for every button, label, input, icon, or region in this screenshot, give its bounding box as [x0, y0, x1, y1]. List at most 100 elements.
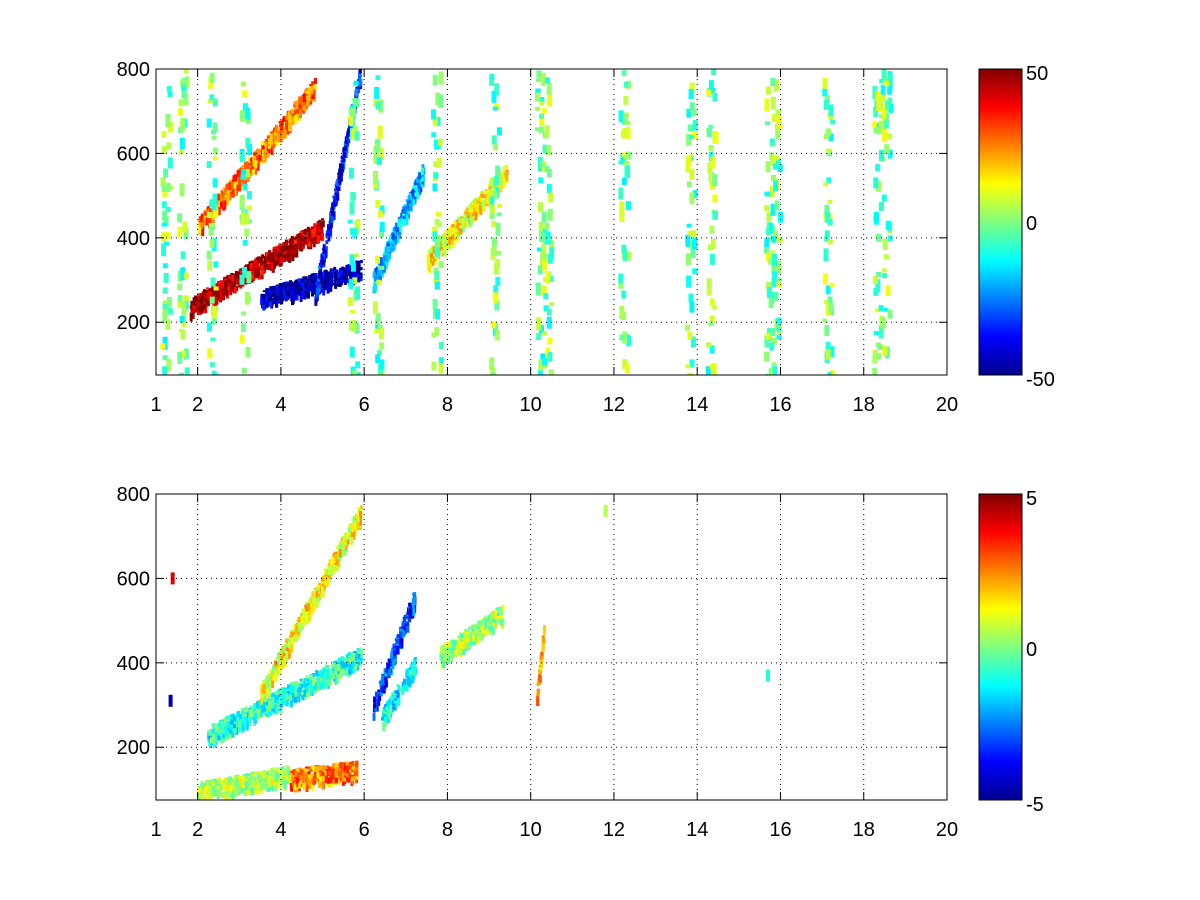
heatmap-cell — [325, 232, 329, 236]
heatmap-cell — [334, 668, 338, 676]
heatmap-cell — [473, 198, 477, 204]
heatmap-cell — [429, 250, 433, 254]
heatmap-cell — [294, 287, 298, 295]
heatmap-cell — [222, 292, 226, 301]
heatmap-cell — [458, 219, 462, 224]
heatmap-cell — [183, 295, 189, 302]
heatmap-cell — [689, 168, 695, 180]
heatmap-cell — [822, 78, 828, 89]
heatmap-cell — [252, 156, 256, 163]
heatmap-cell — [283, 252, 287, 259]
heatmap-cell — [225, 716, 229, 720]
heatmap-cell — [216, 195, 220, 203]
heatmap-cell — [387, 241, 391, 246]
heatmap-cell — [316, 671, 320, 677]
heatmap-cell — [378, 680, 382, 684]
heatmap-cell — [331, 671, 334, 677]
heatmap-cell — [279, 703, 283, 708]
heatmap-cell — [259, 260, 263, 265]
heatmap-cell — [243, 712, 247, 722]
heatmap-cell — [395, 639, 399, 646]
heatmap-cell — [214, 287, 218, 295]
heatmap-cell — [183, 348, 189, 360]
heatmap-cell — [407, 211, 411, 215]
heatmap-cell — [224, 721, 228, 729]
heatmap-cell — [775, 158, 781, 168]
heatmap-cell — [374, 86, 380, 99]
heatmap-cell — [299, 234, 303, 243]
heatmap-cell — [225, 193, 229, 196]
heatmap-cell — [334, 270, 338, 274]
heatmap-cell — [246, 271, 252, 284]
heatmap-cell — [451, 224, 455, 227]
heatmap-cell — [292, 693, 296, 703]
heatmap-cell — [264, 142, 268, 148]
heatmap-cell — [348, 270, 352, 276]
heatmap-cell — [622, 359, 628, 370]
heatmap-cell — [882, 345, 888, 356]
heatmap-cell — [226, 183, 230, 190]
heatmap-cell — [269, 142, 273, 147]
heatmap-cell — [162, 287, 168, 294]
heatmap-cell — [275, 657, 279, 661]
heatmap-cell — [626, 201, 631, 211]
heatmap-cell — [709, 298, 715, 306]
heatmap-cell — [501, 182, 505, 188]
heatmap-cell — [267, 710, 271, 718]
heatmap-cell — [372, 712, 376, 721]
heatmap-cell — [875, 164, 881, 172]
heatmap-cell — [284, 297, 288, 302]
heatmap-cell — [240, 110, 246, 120]
heatmap-cell — [283, 295, 287, 298]
heatmap-cell — [310, 596, 314, 599]
heatmap-cell — [180, 117, 186, 131]
heatmap-cell — [278, 120, 282, 123]
heatmap-cell — [279, 702, 282, 705]
heatmap-cell — [285, 654, 288, 664]
heatmap-cell — [355, 260, 359, 265]
heatmap-cell — [765, 161, 771, 173]
heatmap-cell — [268, 683, 272, 693]
heatmap-cell — [548, 192, 554, 203]
heatmap-cell — [622, 113, 628, 123]
heatmap-cell — [491, 90, 497, 103]
heatmap-cell — [273, 289, 277, 293]
heatmap-cell — [162, 366, 168, 375]
heatmap-cell — [377, 262, 381, 270]
heatmap-cell — [766, 211, 772, 216]
heatmap-cell — [293, 237, 297, 240]
heatmap-cell — [167, 91, 173, 98]
heatmap-cell — [200, 295, 204, 305]
heatmap-cell — [539, 113, 544, 119]
heatmap-cell — [260, 695, 264, 705]
heatmap-cell — [766, 281, 772, 290]
heatmap-cell — [221, 192, 225, 199]
heatmap-cell — [499, 185, 503, 193]
heatmap-cell — [618, 187, 624, 200]
heatmap-cell — [379, 266, 385, 270]
heatmap-cell — [349, 320, 354, 331]
heatmap-cell — [245, 107, 251, 120]
heatmap-cell — [712, 174, 718, 187]
heatmap-cell — [347, 297, 353, 307]
heatmap-cell — [438, 357, 444, 364]
heatmap-cell — [321, 218, 325, 221]
heatmap-cell — [179, 372, 184, 375]
heatmap-cell — [309, 228, 313, 230]
heatmap-cell — [177, 351, 183, 364]
heatmap-cell — [254, 259, 258, 267]
heatmap-cell — [768, 298, 774, 309]
heatmap-cell — [343, 539, 347, 542]
heatmap-cell — [263, 299, 267, 303]
heatmap-cell — [289, 694, 292, 701]
heatmap-cell — [267, 678, 271, 683]
heatmap-cell — [341, 668, 345, 674]
heatmap-cell — [195, 303, 198, 313]
heatmap-cell — [332, 269, 336, 273]
heatmap-cell — [475, 198, 479, 208]
heatmap-cell — [536, 70, 542, 78]
heatmap-cell — [277, 127, 281, 131]
heatmap-cell — [828, 104, 834, 117]
heatmap-cell — [687, 230, 693, 236]
heatmap-cell — [345, 664, 349, 668]
